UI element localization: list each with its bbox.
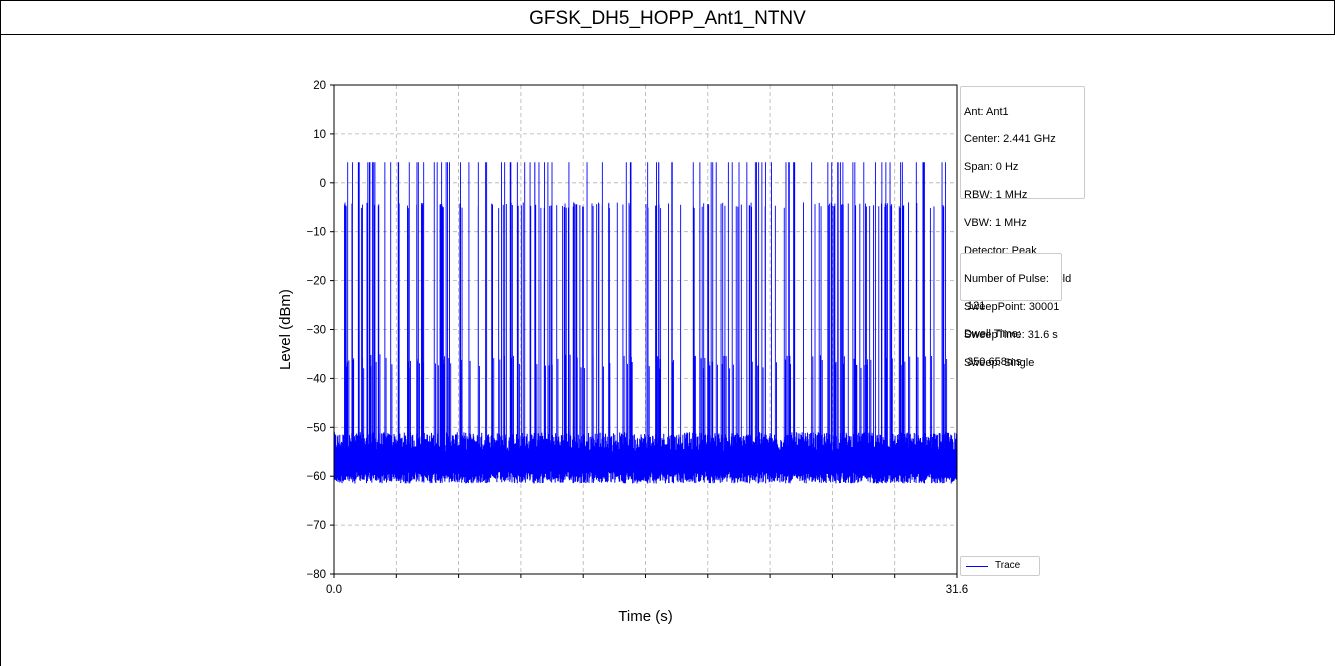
info-line: Sweep: Single xyxy=(964,356,1035,369)
legend-label: Trace xyxy=(995,560,1021,571)
x-tick-label: 31.6 xyxy=(946,584,968,596)
y-tick-label: −30 xyxy=(306,325,326,337)
y-tick-label: −80 xyxy=(306,569,326,581)
legend: Trace xyxy=(960,556,1040,576)
pulse-line: Number of Pulse: xyxy=(964,272,1049,285)
y-tick-label: −40 xyxy=(306,373,326,385)
y-tick-label: −20 xyxy=(306,276,326,288)
table-border-divider xyxy=(1101,34,1335,35)
y-tick-label: 10 xyxy=(313,129,326,141)
y-tick-label: 0 xyxy=(320,178,326,190)
y-axis-label: Level (dBm) xyxy=(277,289,294,370)
title-cell: GFSK_DH5_HOPP_Ant1_NTNV xyxy=(0,0,1335,34)
x-axis: 0.0 31.6 xyxy=(326,574,968,596)
trace-pulses xyxy=(344,162,948,462)
page-title: GFSK_DH5_HOPP_Ant1_NTNV xyxy=(529,8,806,29)
info-line: Center: 2.441 GHz xyxy=(964,133,1056,146)
pulse-line: 121 xyxy=(964,300,986,313)
y-tick-label: −70 xyxy=(306,520,326,532)
x-axis-label: Time (s) xyxy=(618,608,672,625)
y-tick-label: −10 xyxy=(306,227,326,239)
pulse-line: 350.658ms xyxy=(964,356,1022,369)
y-tick-label: −50 xyxy=(306,422,326,434)
table-border-left xyxy=(0,0,1,666)
info-line: Span: 0 Hz xyxy=(964,161,1019,174)
y-axis: 20 10 0 −10 −20 −30 −40 −50 −60 −70 −80 xyxy=(306,80,334,581)
info-line: SweepPoint: 30001 xyxy=(964,300,1060,313)
pulse-info-box: Number of Pulse: 121 Dwell Time: 350.658… xyxy=(960,253,1062,368)
y-tick-label: −60 xyxy=(306,471,326,483)
x-tick-label: 0.0 xyxy=(326,584,342,596)
table-border-divider xyxy=(253,34,1101,35)
table-border-divider xyxy=(0,34,253,35)
info-line: VBW: 1 MHz xyxy=(964,217,1027,230)
pulse-line: Dwell Time: xyxy=(964,328,1021,341)
info-line: SweepTime: 31.6 s xyxy=(964,328,1058,341)
info-line: Ant: Ant1 xyxy=(964,105,1009,118)
settings-info-box: Ant: Ant1 Center: 2.441 GHz Span: 0 Hz R… xyxy=(960,86,1085,368)
table-border-top xyxy=(0,0,1335,1)
y-tick-label: 20 xyxy=(313,80,326,92)
info-line: RBW: 1 MHz xyxy=(964,189,1028,202)
info-line: Detector: Peak xyxy=(964,245,1037,258)
legend-swatch xyxy=(966,566,988,568)
